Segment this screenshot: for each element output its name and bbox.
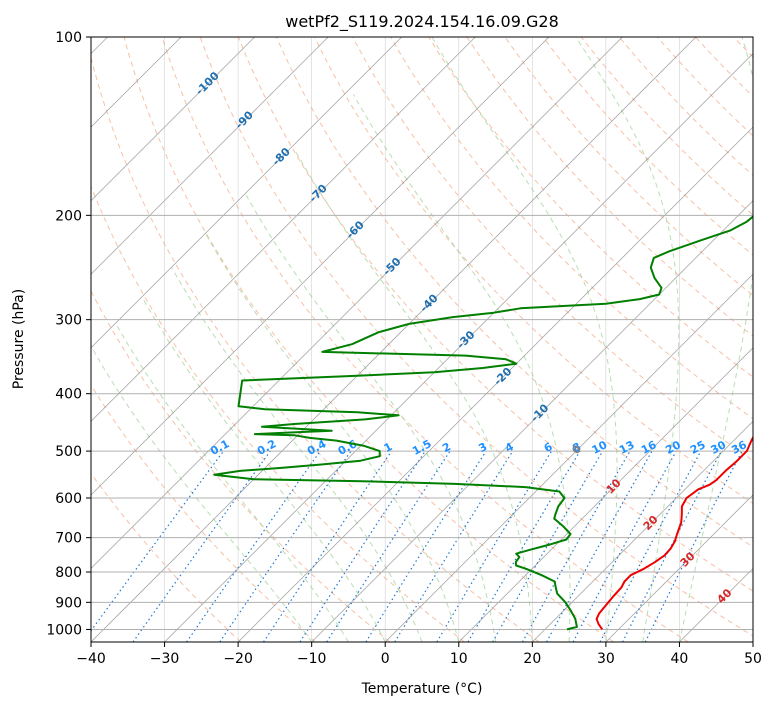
mixing-ratio-line	[572, 450, 677, 642]
x-tick-label: −40	[76, 651, 106, 667]
y-tick-label: 300	[55, 313, 82, 329]
dry-adiabat	[580, 37, 753, 216]
x-tick-label: 20	[523, 651, 541, 667]
x-axis-label: Temperature (°C)	[361, 681, 483, 697]
mixing-ratio-line	[467, 450, 581, 642]
mixing-ratio-line	[299, 450, 426, 642]
isotherm	[91, 37, 623, 570]
mixing-ratio-line	[394, 450, 514, 642]
x-tick-label: 50	[744, 651, 762, 667]
dry-adiabat	[237, 37, 753, 592]
mixing-ratio-label: 10	[590, 438, 610, 457]
dry-adiabat	[91, 384, 316, 642]
isotherm	[532, 420, 753, 642]
dewpoint-profile	[213, 215, 753, 631]
mixing-ratio-label: 30	[709, 438, 729, 457]
moist-adiabat	[575, 37, 680, 642]
dry-adiabat	[91, 472, 242, 642]
mixing-ratio-line	[436, 450, 553, 642]
dry-adiabat	[91, 185, 465, 642]
y-axis: 100 200 300 400 500 600 700 800 900 1000	[46, 30, 91, 638]
moist-adiabat	[245, 195, 497, 642]
isotherm	[384, 273, 753, 642]
isotherm	[91, 37, 255, 202]
y-tick-label: 400	[55, 387, 82, 403]
x-tick-label: 30	[597, 651, 615, 667]
mixing-ratio-line	[326, 450, 451, 642]
moist-adiabat	[431, 37, 618, 642]
y-tick-label: 900	[55, 595, 82, 611]
mixing-ratio-label: 16	[639, 438, 659, 457]
mixing-ratio-line	[132, 450, 271, 642]
y-tick-label: 200	[55, 208, 82, 224]
y-axis-label: Pressure (hPa)	[11, 289, 27, 389]
chart-title: wetPf2_S119.2024.154.16.09.G28	[285, 12, 559, 32]
x-axis: −40 −30 −20 −10 0 10 20 30 40 50	[76, 642, 762, 667]
moist-adiabat	[115, 323, 349, 642]
x-tick-label: −20	[223, 651, 253, 667]
mixing-ratio-label: 13	[617, 438, 637, 457]
y-tick-label: 100	[55, 30, 82, 46]
mixing-ratio-line	[365, 450, 487, 642]
isotherm	[164, 52, 753, 642]
temperature-profile	[595, 435, 753, 630]
isotherm	[237, 126, 753, 642]
mixing-ratio-line	[186, 450, 321, 642]
x-tick-label: 0	[381, 651, 390, 667]
isotherm	[91, 37, 697, 642]
isotherm	[91, 37, 329, 275]
mixing-ratio-label: 36	[729, 438, 749, 457]
y-tick-label: 600	[55, 491, 82, 507]
y-tick-label: 800	[55, 565, 82, 581]
isotherm	[311, 200, 753, 642]
moist-adiabat	[352, 94, 571, 642]
dry-adiabat	[91, 290, 391, 642]
dry-adiabat	[314, 37, 753, 505]
mixing-ratio-line	[599, 450, 702, 642]
dry-adiabat	[618, 37, 753, 177]
y-tick-label: 500	[55, 444, 82, 460]
x-tick-label: −30	[150, 651, 180, 667]
moist-adiabat	[91, 347, 313, 642]
y-tick-label: 700	[55, 531, 82, 547]
pressure-gridlines	[91, 37, 753, 642]
dry-adiabat	[123, 37, 614, 642]
x-tick-label: 10	[450, 651, 468, 667]
x-tick-label: −10	[297, 651, 327, 667]
dry-adiabat	[542, 37, 753, 256]
profiles	[213, 215, 753, 631]
dry-adiabat	[199, 37, 753, 637]
dry-adiabat	[161, 37, 689, 642]
moist-adiabat	[205, 233, 460, 642]
plot-frame	[90, 36, 754, 643]
isotherm	[605, 494, 753, 642]
moist-adiabat	[141, 297, 386, 642]
isotherm	[91, 37, 403, 349]
mixing-ratio-label: 25	[688, 438, 708, 457]
dry-adiabat	[504, 37, 753, 296]
dry-adiabat	[352, 37, 753, 462]
y-tick-label: 1000	[46, 622, 82, 638]
mixing-ratio-line	[262, 450, 392, 642]
dry-adiabat	[91, 55, 540, 642]
mixing-ratio-label: 20	[663, 438, 683, 457]
isotherm	[91, 37, 550, 496]
x-tick-label: 40	[671, 651, 689, 667]
isotherm	[91, 37, 476, 422]
mixing-ratio-line	[219, 450, 352, 642]
